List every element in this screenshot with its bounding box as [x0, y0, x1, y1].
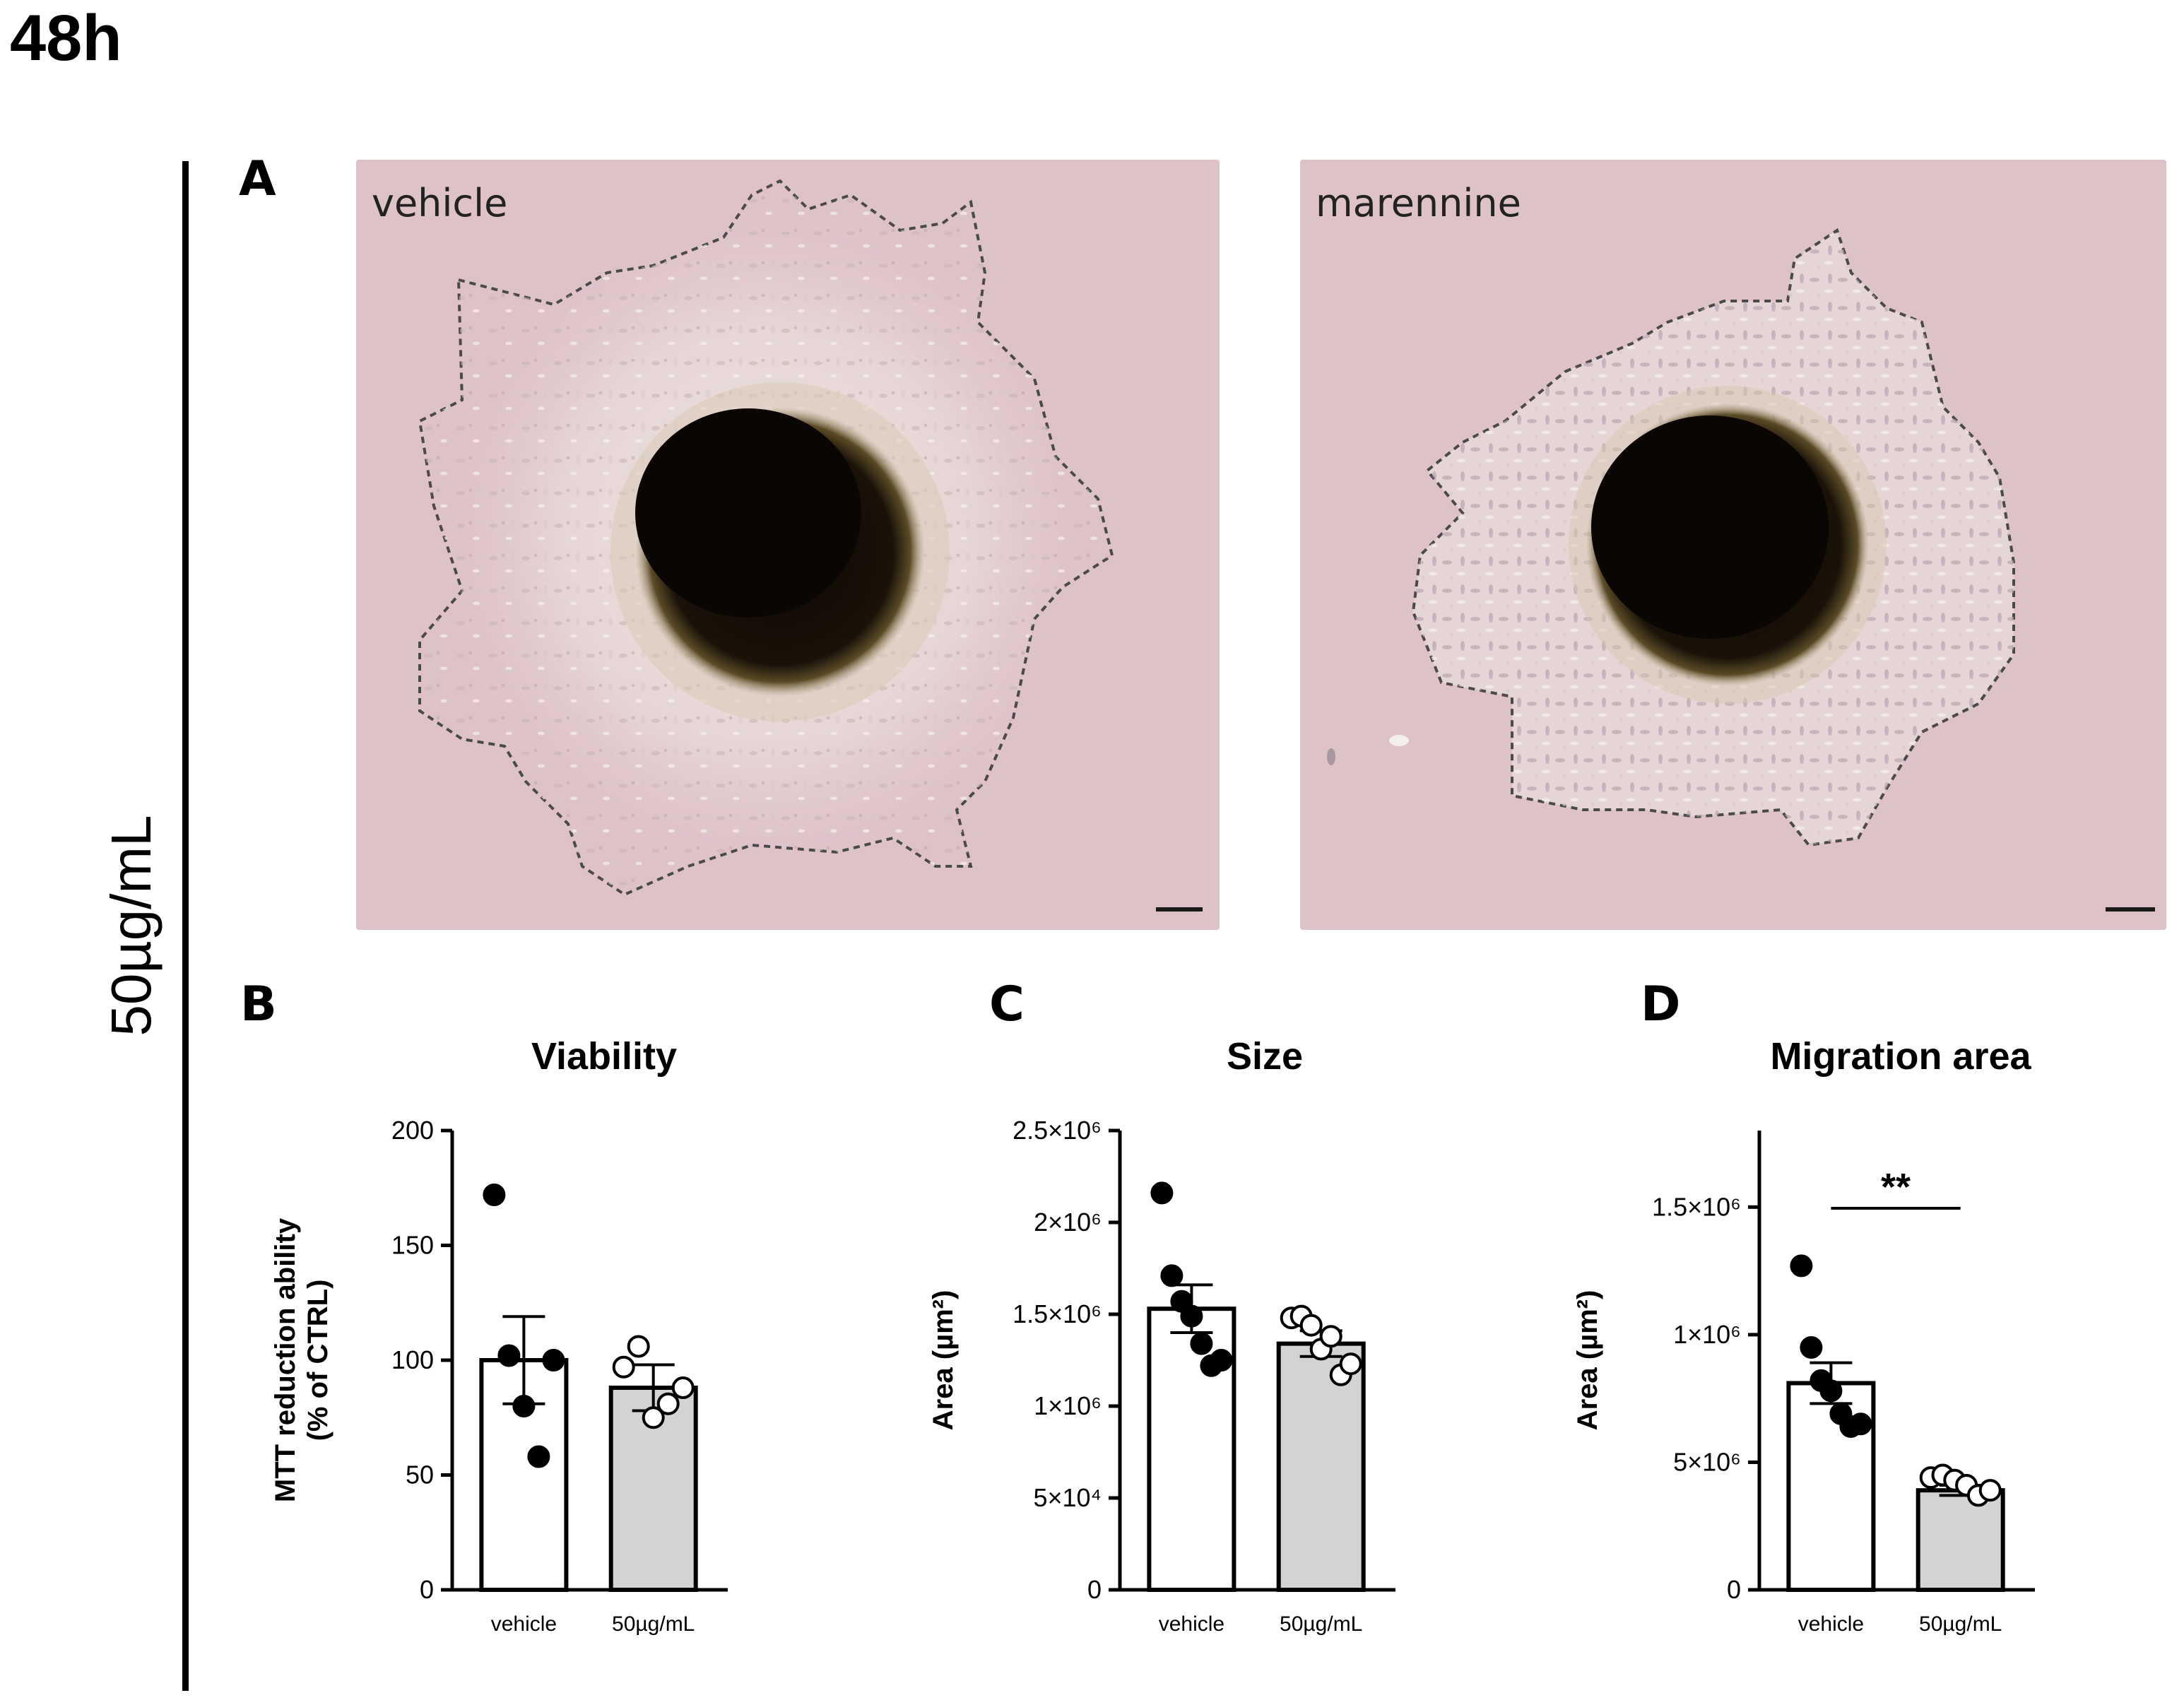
data-point — [1180, 1304, 1203, 1328]
data-point — [612, 1355, 635, 1379]
data-point — [1790, 1254, 1813, 1278]
bar — [1276, 1341, 1366, 1592]
y-tick-label: 0 — [1087, 1575, 1102, 1604]
micrograph-label-marennine: marennine — [1316, 181, 1521, 225]
y-tick-label: 1×10⁶ — [1034, 1391, 1102, 1420]
scale-bar — [2106, 907, 2155, 912]
significance-label: ** — [1881, 1166, 1911, 1208]
panel-letter-a: A — [239, 151, 276, 207]
y-tick-label: 50 — [406, 1461, 434, 1489]
y-tick-label: 150 — [391, 1231, 434, 1260]
data-point — [1210, 1349, 1233, 1371]
y-tick-label: 5×10⁶ — [1673, 1447, 1741, 1476]
chart-migration: 0 5×10⁶ 1×10⁶ 1.5×10⁶ Area (µm²) vehicle 50µg/… — [1572, 1131, 2035, 1636]
data-point — [1190, 1332, 1213, 1355]
y-tick-label: 1×10⁶ — [1673, 1320, 1741, 1349]
chart-viability: 0 50 100 150 200 MTT reduction ability (% of C… — [270, 1116, 728, 1636]
micrograph-marennine: marennine — [1300, 160, 2166, 930]
chart-title-migration: Migration area — [1770, 1035, 2031, 1078]
data-point — [542, 1349, 565, 1371]
panel-letter-b: B — [240, 977, 277, 1032]
y-axis-label: (% of CTRL) — [302, 1280, 333, 1441]
y-tick-label: 5×10⁴ — [1033, 1483, 1102, 1512]
y-tick-label: 2.5×10⁶ — [1013, 1116, 1102, 1145]
data-point — [527, 1445, 550, 1468]
y-tick-label: 0 — [420, 1575, 434, 1604]
group-divider-bar — [182, 161, 189, 1691]
data-point — [1299, 1314, 1323, 1337]
data-point — [1150, 1181, 1174, 1205]
x-tick-label: vehicle — [1159, 1612, 1224, 1636]
figure-time-label: 48h — [10, 2, 122, 74]
y-axis-label: Area (µm²) — [928, 1290, 959, 1431]
data-point — [627, 1335, 650, 1358]
y-tick-label: 1.5×10⁶ — [1652, 1192, 1741, 1221]
data-point — [1800, 1335, 1823, 1359]
data-point — [671, 1376, 695, 1399]
chart-size: 0 5×10⁴ 1×10⁶ 1.5×10⁶ 2×10⁶ 2.5×10⁶ Area (µm²)… — [928, 1116, 1395, 1636]
x-tick-label: 50µg/mL — [1280, 1612, 1362, 1636]
concentration-side-label: 50µg/mL — [100, 815, 163, 1037]
y-axis-label: Area (µm²) — [1572, 1290, 1603, 1431]
data-point — [1319, 1325, 1342, 1348]
data-point — [497, 1344, 521, 1367]
x-tick-label: vehicle — [491, 1612, 557, 1636]
data-point — [1160, 1264, 1184, 1287]
data-point — [1339, 1352, 1362, 1376]
y-tick-label: 2×10⁶ — [1034, 1208, 1102, 1237]
panel-letter-d: D — [1641, 977, 1681, 1032]
y-tick-label: 0 — [1727, 1575, 1741, 1604]
micrograph-label-vehicle: vehicle — [372, 181, 508, 225]
scale-bar — [1156, 907, 1203, 912]
data-point — [1819, 1379, 1843, 1403]
data-point — [642, 1406, 665, 1429]
chart-title-viability: Viability — [531, 1035, 678, 1078]
y-tick-label: 100 — [391, 1345, 434, 1374]
chart-title-size: Size — [1226, 1035, 1304, 1078]
panel-letter-c: C — [989, 977, 1025, 1032]
data-point — [656, 1392, 680, 1415]
bar — [1916, 1488, 2005, 1593]
y-tick-label: 1.5×10⁶ — [1013, 1299, 1102, 1328]
micrograph-vehicle: vehicle — [356, 160, 1220, 930]
data-point — [483, 1184, 506, 1206]
data-point — [1849, 1412, 1872, 1436]
data-point — [1978, 1479, 2002, 1502]
x-tick-label: vehicle — [1798, 1612, 1864, 1636]
y-tick-label: 200 — [391, 1116, 434, 1145]
data-point — [512, 1395, 536, 1417]
x-tick-label: 50µg/mL — [612, 1612, 695, 1636]
x-tick-label: 50µg/mL — [1919, 1612, 2002, 1636]
y-axis-label: MTT reduction ability — [270, 1217, 301, 1502]
